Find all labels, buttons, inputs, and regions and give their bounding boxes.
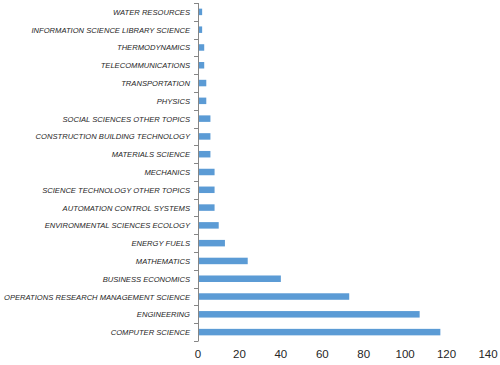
category-tick [194,323,199,324]
x-tick-label: 0 [195,348,201,360]
bar [198,98,206,105]
category-tick [194,288,199,289]
category-label: OPERATIONS RESEARCH MANAGEMENT SCIENCE [4,293,191,302]
category-label: BUSINESS ECONOMICS [103,275,190,284]
category-label: MATHEMATICS [136,257,190,266]
category-label: MATERIALS SCIENCE [112,150,191,159]
bar [198,151,210,158]
category-tick [194,56,199,57]
category-label: TRANSPORTATION [121,79,190,88]
category-tick [194,234,199,235]
category-label: ENGINEERING [137,310,190,319]
category-tick [194,128,199,129]
x-tick-label: 140 [478,348,497,360]
category-label: TELECOMMUNICATIONS [101,61,190,70]
category-label: ENVIRONMENTAL SCIENCES ECOLOGY [45,221,191,230]
category-tick [194,270,199,271]
x-tick-label: 40 [274,348,287,360]
category-tick [194,92,199,93]
category-tick [194,216,199,217]
category-label: CONSTRUCTION BUILDING TECHNOLOGY [36,132,191,141]
x-tick-label: 60 [316,348,329,360]
category-tick [194,181,199,182]
category-tick [194,145,199,146]
category-tick [194,163,199,164]
y-axis-line [198,3,199,341]
category-tick [194,39,199,40]
category-tick [194,252,199,253]
bar [198,133,210,140]
bar [198,329,440,336]
category-label: PHYSICS [157,97,190,106]
bars [198,9,440,336]
category-tick [194,110,199,111]
category-label: WATER RESOURCES [113,8,190,17]
bar [198,80,206,87]
category-label: AUTOMATION CONTROL SYSTEMS [62,204,190,213]
category-label: SCIENCE TECHNOLOGY OTHER TOPICS [42,186,190,195]
category-tick [194,21,199,22]
category-tick [194,199,199,200]
chart-svg: WATER RESOURCES INFORMATION SCIENCE LIBRA… [0,0,500,365]
x-tick-label: 120 [437,348,456,360]
category-label: SOCIAL SCIENCES OTHER TOPICS [62,115,190,124]
bar [198,115,210,122]
category-label: COMPUTER SCIENCE [111,328,191,337]
bar [198,240,225,247]
category-label: THERMODYNAMICS [117,43,190,52]
bar [198,311,420,318]
bar [198,275,281,282]
x-tick-label: 20 [233,348,246,360]
category-label: INFORMATION SCIENCE LIBRARY SCIENCE [31,26,190,35]
x-tick-label: 100 [396,348,415,360]
category-label: MECHANICS [144,168,190,177]
chart-container: WATER RESOURCES INFORMATION SCIENCE LIBRA… [0,0,500,365]
category-tick [194,3,199,4]
bar [198,204,215,211]
bar [198,258,248,265]
category-label: ENERGY FUELS [131,239,190,248]
bar [198,293,349,300]
x-tick-label: 80 [357,348,370,360]
bar [198,187,215,194]
bar [198,222,219,229]
bar [198,169,215,176]
category-tick [194,74,199,75]
category-tick [194,305,199,306]
category-tick [194,341,199,342]
